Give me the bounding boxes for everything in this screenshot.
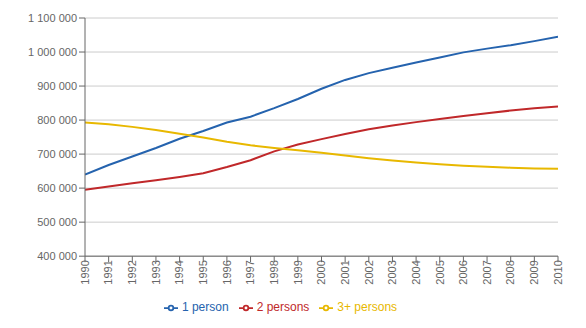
svg-text:1996: 1996 bbox=[221, 260, 233, 284]
svg-text:2003: 2003 bbox=[386, 260, 398, 284]
svg-text:2004: 2004 bbox=[410, 260, 422, 284]
svg-text:2005: 2005 bbox=[434, 260, 446, 284]
svg-text:2009: 2009 bbox=[528, 260, 540, 284]
svg-text:1998: 1998 bbox=[268, 260, 280, 284]
svg-text:1 100 000: 1 100 000 bbox=[28, 12, 77, 24]
html-text:3+ persons: 3+ persons bbox=[337, 300, 398, 315]
html-text:2 persons: 2 persons bbox=[256, 300, 310, 315]
svg-text:2001: 2001 bbox=[339, 260, 351, 284]
svg-text:2002: 2002 bbox=[363, 260, 375, 284]
svg-text:1994: 1994 bbox=[173, 260, 185, 284]
svg-text:500 000: 500 000 bbox=[37, 216, 77, 228]
svg-text:2007: 2007 bbox=[481, 260, 493, 284]
svg-text:900 000: 900 000 bbox=[37, 80, 77, 92]
svg-text:1 000 000: 1 000 000 bbox=[28, 46, 77, 58]
svg-text:800 000: 800 000 bbox=[37, 114, 77, 126]
svg-text:1990: 1990 bbox=[79, 260, 91, 284]
svg-text:1999: 1999 bbox=[292, 260, 304, 284]
svg-text:1992: 1992 bbox=[126, 260, 138, 284]
svg-text:700 000: 700 000 bbox=[37, 148, 77, 160]
svg-text:2010: 2010 bbox=[552, 260, 564, 284]
svg-text:2006: 2006 bbox=[457, 260, 469, 284]
svg-text:1995: 1995 bbox=[197, 260, 209, 284]
svg-text:600 000: 600 000 bbox=[37, 182, 77, 194]
html-text:1 person: 1 person bbox=[181, 300, 229, 315]
svg-text:1997: 1997 bbox=[244, 260, 256, 284]
svg-text:400 000: 400 000 bbox=[37, 250, 77, 262]
svg-text:2000: 2000 bbox=[315, 260, 327, 284]
svg-text:1991: 1991 bbox=[102, 260, 114, 284]
svg-text:1993: 1993 bbox=[150, 260, 162, 284]
svg-text:2008: 2008 bbox=[505, 260, 517, 284]
